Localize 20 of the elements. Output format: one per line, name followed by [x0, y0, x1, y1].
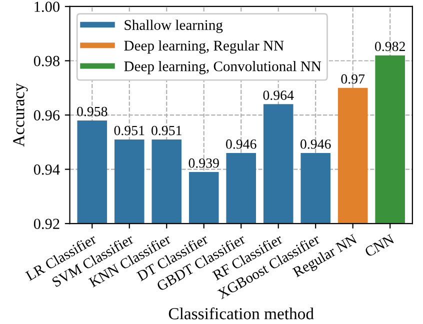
legend-label: Shallow learning — [124, 20, 223, 33]
data-label: 0.939 — [188, 158, 219, 168]
y-axis-title: Accuracy — [13, 83, 28, 147]
data-label: 0.951 — [152, 126, 182, 136]
data-label: 0.982 — [374, 42, 405, 52]
data-label: 0.958 — [77, 106, 108, 116]
data-label: 0.97 — [341, 74, 365, 84]
y-tick-label: 0.96 — [34, 110, 60, 121]
y-tick-label: 1.00 — [34, 2, 60, 12]
y-tick-label: 0.92 — [34, 218, 60, 230]
legend-label: Deep learning, Regular NN — [124, 40, 284, 54]
data-label: 0.964 — [263, 90, 294, 100]
y-tick-label: 0.94 — [34, 164, 60, 175]
legend-label: Deep learning, Convolutional NN — [124, 60, 322, 74]
x-axis-title: Classification method — [168, 307, 314, 320]
x-tick-label: CNN — [364, 234, 395, 258]
y-tick-label: 0.98 — [34, 56, 60, 66]
data-label: 0.946 — [300, 139, 331, 149]
data-label: 0.946 — [226, 139, 256, 149]
data-label: 0.951 — [114, 126, 144, 136]
